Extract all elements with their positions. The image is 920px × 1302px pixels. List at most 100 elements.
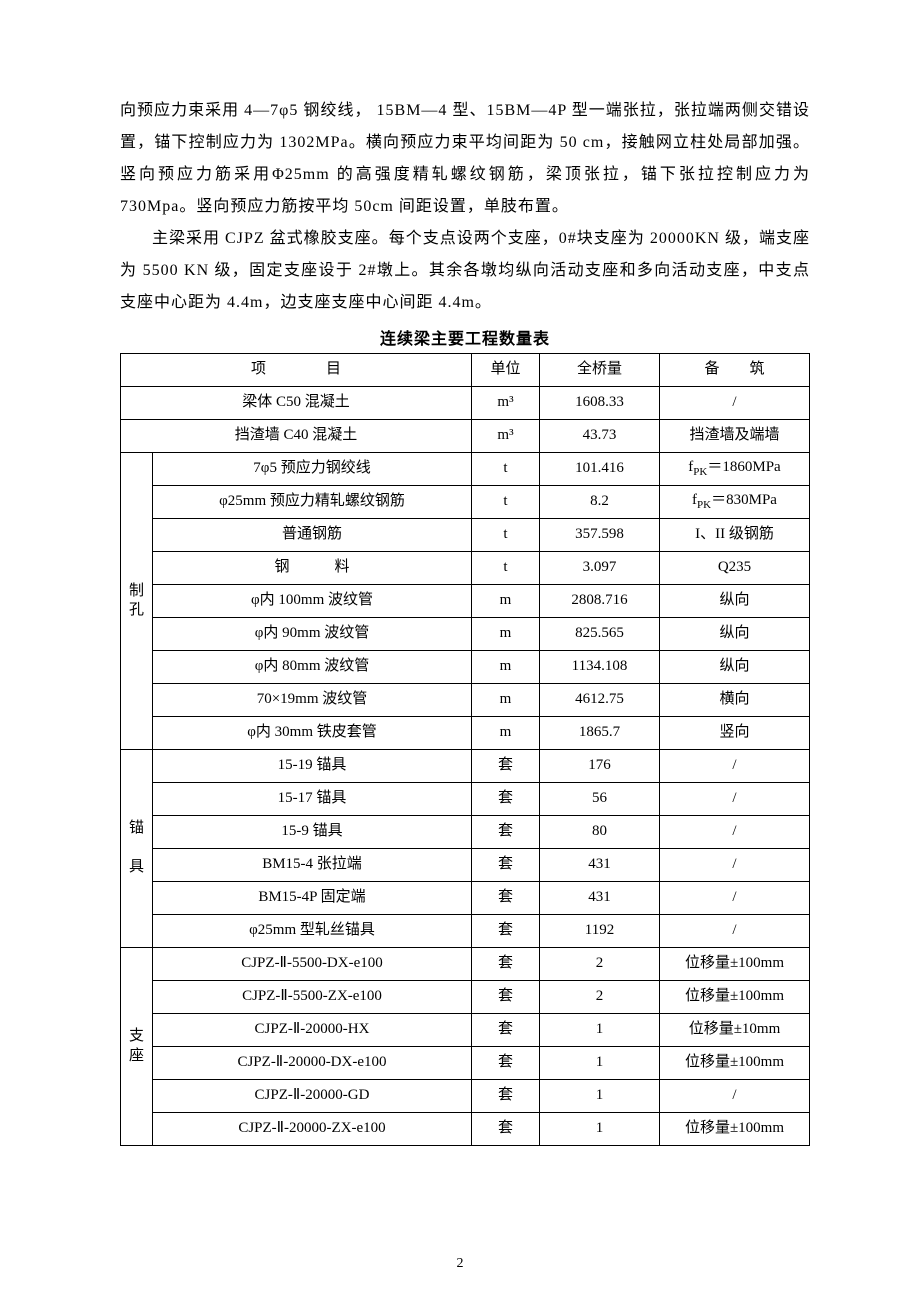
cell-item: CJPZ-Ⅱ-5500-DX-e100	[153, 948, 472, 981]
cell-unit: 套	[472, 948, 540, 981]
cell-item: 梁体 C50 混凝土	[121, 387, 472, 420]
table-row: φ内 90mm 波纹管m825.565纵向	[121, 618, 810, 651]
cell-qty: 1	[540, 1080, 660, 1113]
table-row: 制孔7φ5 预应力钢绞线t101.416fPK＝1860MPa	[121, 453, 810, 486]
table-row: CJPZ-Ⅱ-20000-DX-e100套1位移量±100mm	[121, 1047, 810, 1080]
cell-unit: m	[472, 585, 540, 618]
cell-unit: 套	[472, 1047, 540, 1080]
cell-unit: m	[472, 651, 540, 684]
table-row: 普通钢筋t357.598I、II 级钢筋	[121, 519, 810, 552]
cell-note: 挡渣墙及端墙	[660, 420, 810, 453]
paragraph-1: 向预应力束采用 4—7φ5 钢绞线， 15BM—4 型、15BM—4P 型一端张…	[120, 95, 810, 223]
cell-item: 15-17 锚具	[153, 783, 472, 816]
header-item: 项 目	[121, 354, 472, 387]
table-row: CJPZ-Ⅱ-20000-ZX-e100套1位移量±100mm	[121, 1113, 810, 1146]
cell-qty: 431	[540, 882, 660, 915]
cell-note: /	[660, 1080, 810, 1113]
cell-unit: m³	[472, 420, 540, 453]
cell-item: 普通钢筋	[153, 519, 472, 552]
cell-note: fPK＝1860MPa	[660, 453, 810, 486]
cell-note: /	[660, 849, 810, 882]
cell-note: 纵向	[660, 651, 810, 684]
cell-note: 位移量±100mm	[660, 1113, 810, 1146]
header-unit: 单位	[472, 354, 540, 387]
cell-note: /	[660, 816, 810, 849]
cell-qty: 56	[540, 783, 660, 816]
table-row: 梁体 C50 混凝土m³1608.33/	[121, 387, 810, 420]
document-page: 向预应力束采用 4—7φ5 钢绞线， 15BM—4 型、15BM—4P 型一端张…	[0, 0, 920, 1302]
table-row: 锚 具15-19 锚具套176/	[121, 750, 810, 783]
table-row: φ内 30mm 铁皮套管m1865.7竖向	[121, 717, 810, 750]
cell-qty: 357.598	[540, 519, 660, 552]
cell-item: 15-9 锚具	[153, 816, 472, 849]
table-row: φ内 80mm 波纹管m1134.108纵向	[121, 651, 810, 684]
cell-unit: m	[472, 618, 540, 651]
cell-qty: 101.416	[540, 453, 660, 486]
cell-note: /	[660, 882, 810, 915]
cell-note: 位移量±100mm	[660, 1047, 810, 1080]
table-row: 支座CJPZ-Ⅱ-5500-DX-e100套2位移量±100mm	[121, 948, 810, 981]
cell-note: Q235	[660, 552, 810, 585]
table-row: φ25mm 预应力精轧螺纹钢筋t8.2fPK＝830MPa	[121, 486, 810, 519]
cell-item: CJPZ-Ⅱ-20000-DX-e100	[153, 1047, 472, 1080]
cell-qty: 1134.108	[540, 651, 660, 684]
table-row: φ内 100mm 波纹管m2808.716纵向	[121, 585, 810, 618]
cell-unit: 套	[472, 783, 540, 816]
table-row: CJPZ-Ⅱ-20000-HX套1位移量±10mm	[121, 1014, 810, 1047]
cell-note: /	[660, 387, 810, 420]
table-header-row: 项 目单位全桥量备 筑	[121, 354, 810, 387]
cell-qty: 2	[540, 948, 660, 981]
cell-note: 位移量±100mm	[660, 981, 810, 1014]
cell-note: 位移量±10mm	[660, 1014, 810, 1047]
cell-note: fPK＝830MPa	[660, 486, 810, 519]
cell-qty: 8.2	[540, 486, 660, 519]
cell-qty: 1	[540, 1113, 660, 1146]
cell-item: 15-19 锚具	[153, 750, 472, 783]
cell-qty: 80	[540, 816, 660, 849]
cell-unit: 套	[472, 915, 540, 948]
cell-note: /	[660, 915, 810, 948]
quantities-table: 项 目单位全桥量备 筑梁体 C50 混凝土m³1608.33/挡渣墙 C40 混…	[120, 353, 810, 1146]
cell-item: φ25mm 型轧丝锚具	[153, 915, 472, 948]
cell-item: CJPZ-Ⅱ-20000-ZX-e100	[153, 1113, 472, 1146]
cell-qty: 2808.716	[540, 585, 660, 618]
cell-qty: 2	[540, 981, 660, 1014]
cell-item: CJPZ-Ⅱ-20000-GD	[153, 1080, 472, 1113]
cell-note: 位移量±100mm	[660, 948, 810, 981]
cell-unit: 套	[472, 1014, 540, 1047]
cell-qty: 431	[540, 849, 660, 882]
cell-unit: 套	[472, 981, 540, 1014]
cell-item: CJPZ-Ⅱ-5500-ZX-e100	[153, 981, 472, 1014]
cell-note: /	[660, 750, 810, 783]
cell-qty: 176	[540, 750, 660, 783]
cell-qty: 1192	[540, 915, 660, 948]
table-row: 15-17 锚具套56/	[121, 783, 810, 816]
cell-item: 挡渣墙 C40 混凝土	[121, 420, 472, 453]
cell-qty: 825.565	[540, 618, 660, 651]
header-note: 备 筑	[660, 354, 810, 387]
cell-item: φ25mm 预应力精轧螺纹钢筋	[153, 486, 472, 519]
cell-unit: m³	[472, 387, 540, 420]
cell-unit: 套	[472, 816, 540, 849]
paragraph-2: 主梁采用 CJPZ 盆式橡胶支座。每个支点设两个支座，0#块支座为 20000K…	[120, 223, 810, 319]
table-row: 挡渣墙 C40 混凝土m³43.73挡渣墙及端墙	[121, 420, 810, 453]
cell-item: 7φ5 预应力钢绞线	[153, 453, 472, 486]
cell-unit: 套	[472, 882, 540, 915]
table-row: CJPZ-Ⅱ-5500-ZX-e100套2位移量±100mm	[121, 981, 810, 1014]
group-label: 支座	[121, 948, 153, 1146]
group-label: 制孔	[121, 453, 153, 750]
table-row: BM15-4 张拉端套431/	[121, 849, 810, 882]
table-row: φ25mm 型轧丝锚具套1192/	[121, 915, 810, 948]
cell-unit: 套	[472, 1113, 540, 1146]
cell-unit: 套	[472, 750, 540, 783]
table-row: 70×19mm 波纹管m4612.75横向	[121, 684, 810, 717]
cell-note: I、II 级钢筋	[660, 519, 810, 552]
cell-unit: t	[472, 519, 540, 552]
cell-qty: 4612.75	[540, 684, 660, 717]
cell-item: φ内 80mm 波纹管	[153, 651, 472, 684]
cell-unit: t	[472, 552, 540, 585]
cell-note: 竖向	[660, 717, 810, 750]
table-row: BM15-4P 固定端套431/	[121, 882, 810, 915]
cell-qty: 1865.7	[540, 717, 660, 750]
cell-item: φ内 30mm 铁皮套管	[153, 717, 472, 750]
